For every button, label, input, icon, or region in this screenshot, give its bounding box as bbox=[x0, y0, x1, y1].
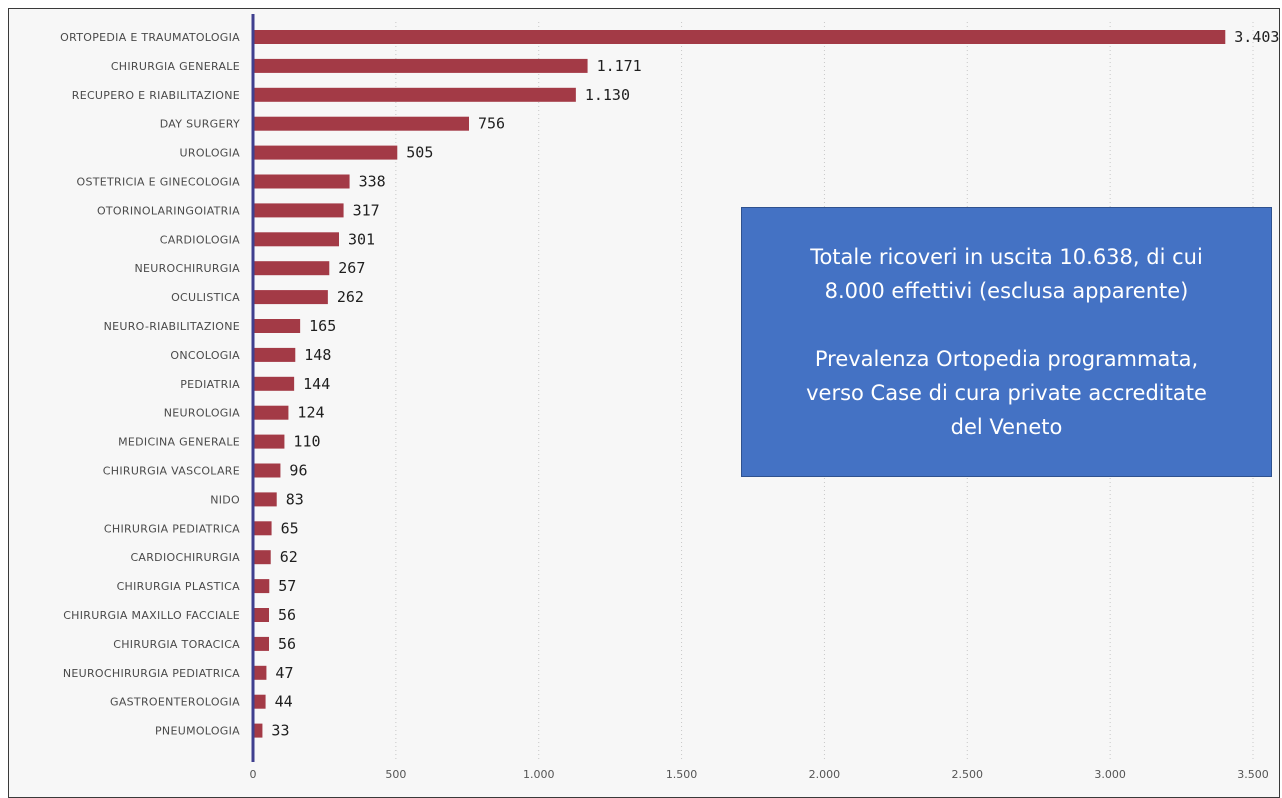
category-label: NEUROLOGIA bbox=[164, 407, 240, 420]
callout-line-3: Prevalenza Ortopedia programmata, bbox=[814, 347, 1199, 371]
value-label: 317 bbox=[353, 201, 380, 219]
category-label: PEDIATRIA bbox=[180, 378, 240, 391]
category-label: NEUROCHIRURGIA bbox=[134, 262, 240, 275]
x-tick-label: 2.500 bbox=[952, 768, 984, 781]
category-label: MEDICINA GENERALE bbox=[118, 436, 240, 449]
bar bbox=[253, 723, 263, 738]
category-label: ONCOLOGIA bbox=[170, 349, 240, 362]
bar bbox=[253, 434, 285, 449]
category-label: OSTETRICIA E GINECOLOGIA bbox=[77, 176, 241, 189]
bar bbox=[253, 116, 469, 131]
value-label: 33 bbox=[271, 722, 289, 740]
value-label: 110 bbox=[293, 433, 320, 451]
callout-line-1: Totale ricoveri in uscita 10.638, di cui bbox=[810, 245, 1203, 269]
value-label: 56 bbox=[278, 635, 296, 653]
value-label: 165 bbox=[309, 317, 336, 335]
bar bbox=[253, 58, 588, 73]
value-label: 756 bbox=[478, 115, 505, 133]
category-label: CHIRURGIA VASCOLARE bbox=[103, 465, 240, 478]
bar bbox=[253, 463, 281, 478]
x-tick-label: 3.500 bbox=[1237, 768, 1269, 781]
value-label: 338 bbox=[359, 173, 386, 191]
x-tick-label: 3.000 bbox=[1094, 768, 1126, 781]
value-label: 47 bbox=[275, 664, 293, 682]
bar bbox=[253, 87, 576, 102]
category-label: CHIRURGIA TORACICA bbox=[113, 638, 240, 651]
x-tick-label: 1.000 bbox=[523, 768, 555, 781]
value-label: 57 bbox=[278, 577, 296, 595]
value-label: 56 bbox=[278, 606, 296, 624]
x-tick-label: 1.500 bbox=[666, 768, 698, 781]
category-label: OTORINOLARINGOIATRIA bbox=[97, 204, 240, 217]
category-label: CHIRURGIA MAXILLO FACCIALE bbox=[63, 609, 240, 622]
x-tick-label: 500 bbox=[385, 768, 406, 781]
x-tick-label: 0 bbox=[250, 768, 257, 781]
value-label: 3.403 bbox=[1234, 28, 1279, 46]
value-label: 1.130 bbox=[585, 86, 630, 104]
bar bbox=[253, 347, 296, 362]
bar bbox=[253, 290, 328, 305]
callout-box: Totale ricoveri in uscita 10.638, di cui… bbox=[741, 207, 1272, 477]
bar bbox=[253, 492, 277, 507]
category-label: GASTROENTEROLOGIA bbox=[110, 696, 240, 709]
value-label: 44 bbox=[275, 693, 293, 711]
category-label: CARDIOLOGIA bbox=[160, 233, 240, 246]
category-label: NIDO bbox=[210, 493, 240, 506]
bar bbox=[253, 521, 272, 536]
bar bbox=[253, 636, 269, 651]
callout-line-5: del Veneto bbox=[950, 415, 1063, 439]
bar bbox=[253, 550, 271, 565]
bar bbox=[253, 405, 289, 420]
bar bbox=[253, 174, 350, 189]
category-label: ORTOPEDIA E TRAUMATOLOGIA bbox=[60, 31, 240, 44]
bar bbox=[253, 376, 295, 391]
category-label: NEUROCHIRURGIA PEDIATRICA bbox=[63, 667, 240, 680]
bar bbox=[253, 319, 301, 333]
bar bbox=[253, 261, 330, 276]
category-label: PNEUMOLOGIA bbox=[155, 725, 240, 738]
value-label: 301 bbox=[348, 230, 375, 248]
callout-line-4: verso Case di cura private accreditate bbox=[806, 381, 1207, 405]
category-label: CARDIOCHIRURGIA bbox=[130, 551, 240, 564]
bar bbox=[253, 579, 270, 594]
category-label: NEURO-RIABILITAZIONE bbox=[104, 320, 240, 333]
bar bbox=[253, 203, 344, 218]
x-tick-label: 2.000 bbox=[809, 768, 841, 781]
category-label: CHIRURGIA PLASTICA bbox=[117, 580, 241, 593]
value-label: 83 bbox=[286, 490, 304, 508]
value-label: 62 bbox=[280, 548, 298, 566]
bar bbox=[253, 694, 266, 709]
value-label: 65 bbox=[281, 519, 299, 537]
callout-line-2: 8.000 effettivi (esclusa apparente) bbox=[824, 279, 1189, 303]
value-label: 148 bbox=[304, 346, 331, 364]
bar bbox=[253, 608, 269, 622]
bar bbox=[253, 30, 1226, 44]
value-label: 124 bbox=[297, 404, 324, 422]
value-label: 1.171 bbox=[597, 57, 642, 75]
category-label: UROLOGIA bbox=[180, 147, 241, 160]
category-label: DAY SURGERY bbox=[160, 118, 240, 131]
value-label: 96 bbox=[289, 462, 307, 480]
category-label: OCULISTICA bbox=[171, 291, 240, 304]
category-label: CHIRURGIA PEDIATRICA bbox=[104, 522, 240, 535]
category-label: RECUPERO E RIABILITAZIONE bbox=[72, 89, 240, 102]
bar bbox=[253, 145, 398, 160]
value-label: 505 bbox=[406, 144, 433, 162]
bar bbox=[253, 665, 267, 680]
value-label: 144 bbox=[303, 375, 330, 393]
value-label: 267 bbox=[338, 259, 365, 277]
bar bbox=[253, 232, 339, 247]
value-label: 262 bbox=[337, 288, 364, 306]
category-label: CHIRURGIA GENERALE bbox=[111, 60, 240, 73]
